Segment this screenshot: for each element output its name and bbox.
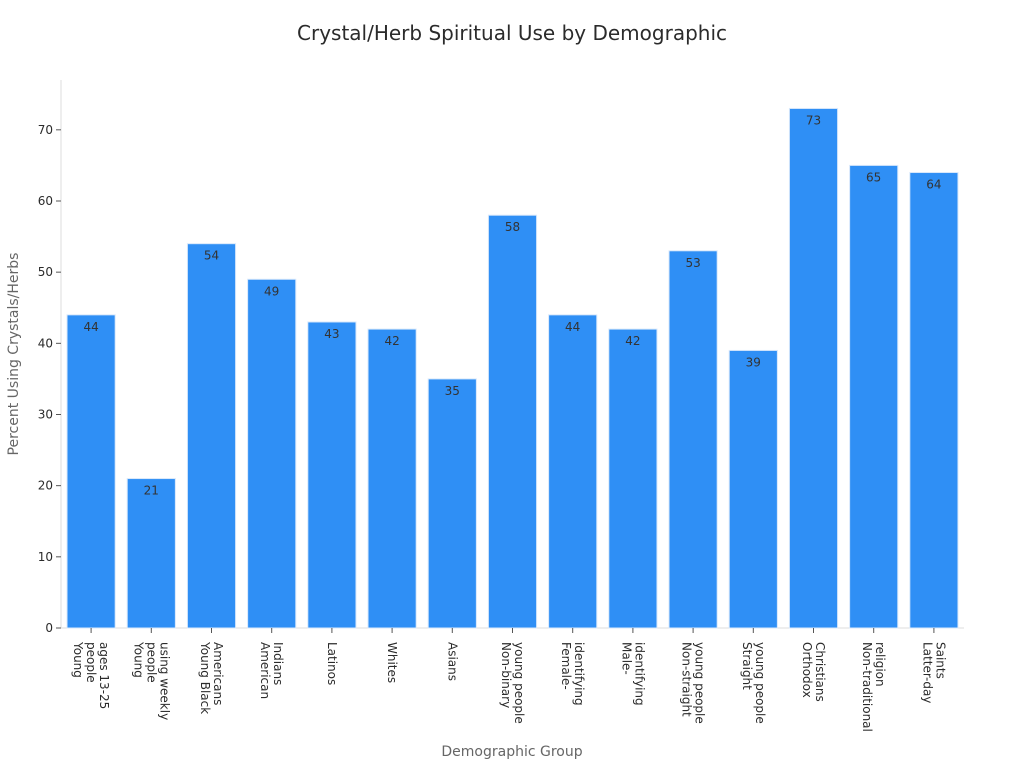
x-tick-label-line: identifying xyxy=(632,642,646,706)
bar-value-label: 49 xyxy=(264,284,279,298)
x-tick-label-line: religion xyxy=(873,642,887,687)
y-tick-label: 70 xyxy=(38,123,53,137)
x-tick-label-line: young people xyxy=(512,642,526,724)
x-tick-label: Whites xyxy=(385,642,399,683)
x-axis-label: Demographic Group xyxy=(441,744,582,760)
bar-value-label: 42 xyxy=(384,334,399,348)
x-tick-label-line: Orthodox xyxy=(800,642,814,698)
x-tick-label: Young people ages 13-25 xyxy=(71,641,111,709)
y-tick-label: 60 xyxy=(38,194,53,208)
x-tick-label: Female-identifying xyxy=(559,642,586,706)
bar-value-label: 53 xyxy=(685,256,700,270)
y-axis-ticks: 0 10 20 30 40 50 60 70 xyxy=(38,123,61,635)
bar-value-label: 73 xyxy=(806,113,821,127)
bar-value-label: 58 xyxy=(505,220,520,234)
x-tick-label: Non-straight young people xyxy=(680,642,707,724)
bar xyxy=(668,250,718,629)
x-tick-label: Non-traditional religion xyxy=(860,642,887,732)
x-tick-label: Latinos xyxy=(325,642,339,685)
x-tick-label-line: young people xyxy=(693,642,707,724)
bar xyxy=(548,314,598,629)
bar xyxy=(487,214,538,629)
x-tick-label-line: American xyxy=(258,642,272,699)
bar xyxy=(849,164,899,629)
x-tick-label: Young people using weekly xyxy=(131,641,171,720)
x-tick-label-line: using weekly xyxy=(157,642,171,720)
y-axis-label: Percent Using Crystals/Herbs xyxy=(6,253,22,456)
x-tick-label-line: people xyxy=(84,642,98,683)
bar xyxy=(247,278,297,629)
x-tick-label-line: Young xyxy=(131,641,145,678)
x-tick-label-line: Non-traditional xyxy=(860,642,874,732)
x-tick-label-line: Non-straight xyxy=(680,642,694,717)
x-tick-label-line: Latinos xyxy=(325,642,339,685)
bar xyxy=(307,321,357,629)
x-tick-label-line: young people xyxy=(753,642,767,724)
x-tick-label: American Indians xyxy=(258,642,285,699)
x-tick-label-line: Saints xyxy=(933,642,947,679)
x-tick-label-line: Asians xyxy=(445,642,459,681)
bar xyxy=(909,172,959,629)
bar xyxy=(186,243,237,629)
y-tick-label: 30 xyxy=(38,407,53,421)
y-tick-label: 40 xyxy=(38,336,53,350)
bar xyxy=(427,378,477,629)
x-tick-label-line: people xyxy=(144,642,158,683)
x-tick-label-line: Non-binary xyxy=(499,642,513,708)
bar-value-label: 44 xyxy=(83,320,98,334)
bar-value-label: 44 xyxy=(565,320,580,334)
y-tick-label: 10 xyxy=(38,550,53,564)
x-tick-label: Straight young people xyxy=(740,642,767,724)
bar xyxy=(126,478,176,629)
x-tick-label: Orthodox Christians xyxy=(800,642,827,702)
bar-value-label: 39 xyxy=(746,355,761,369)
x-tick-label: Latter-day Saints xyxy=(920,642,947,703)
x-tick-label: Non-binary young people xyxy=(499,642,526,724)
bar xyxy=(788,107,839,629)
x-tick-label: Young Black Americans xyxy=(198,641,225,714)
x-tick-label-line: Americans xyxy=(211,642,225,705)
x-tick-label-line: Young Black xyxy=(198,641,212,714)
bar xyxy=(367,328,417,629)
bars: 44 21 54 49 43 42 35 58 44 42 53 39 73 65 64 xyxy=(66,107,959,629)
x-tick-label: Asians xyxy=(445,642,459,681)
bar-value-label: 64 xyxy=(926,178,941,192)
x-tick-label-line: Christians xyxy=(813,642,827,702)
chart-title: Crystal/Herb Spiritual Use by Demographi… xyxy=(297,21,727,45)
x-tick-label-line: Indians xyxy=(271,642,285,685)
bar xyxy=(608,328,658,629)
x-tick-label-line: Latter-day xyxy=(920,642,934,703)
bar-value-label: 35 xyxy=(445,384,460,398)
x-tick-label-line: Female- xyxy=(559,642,573,690)
x-tick-label-line: identifying xyxy=(572,642,586,706)
x-tick-label-line: Whites xyxy=(385,642,399,683)
y-tick-label: 20 xyxy=(38,479,53,493)
bar-value-label: 43 xyxy=(324,327,339,341)
bar-value-label: 21 xyxy=(144,484,159,498)
bar-value-label: 65 xyxy=(866,170,881,184)
y-tick-label: 50 xyxy=(38,265,53,279)
bar xyxy=(66,314,116,629)
x-axis-ticks: Young people ages 13-25 Young people using we… xyxy=(71,628,947,732)
bar xyxy=(728,349,778,629)
bar-value-label: 54 xyxy=(204,249,219,263)
y-tick-label: 0 xyxy=(45,621,53,635)
x-tick-label-line: Male- xyxy=(619,642,633,675)
x-tick-label-line: ages 13-25 xyxy=(97,642,111,709)
x-tick-label: Male-identifying xyxy=(619,642,646,706)
x-tick-label-line: Straight xyxy=(740,642,754,690)
bar-value-label: 42 xyxy=(625,334,640,348)
x-tick-label-line: Young xyxy=(71,641,85,678)
